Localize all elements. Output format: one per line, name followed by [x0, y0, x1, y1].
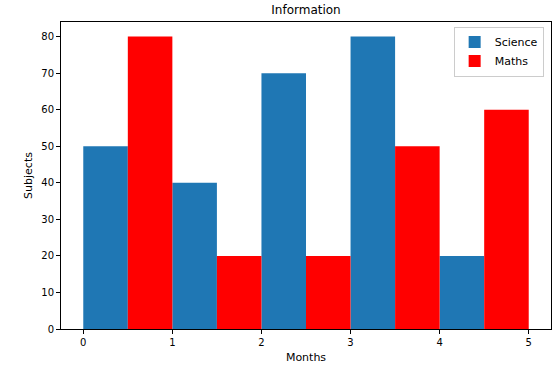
svg-text:70: 70 — [41, 68, 54, 79]
svg-text:0: 0 — [48, 324, 54, 335]
svg-text:30: 30 — [41, 214, 54, 225]
svg-text:Subjects: Subjects — [22, 152, 35, 199]
svg-text:Months: Months — [286, 351, 326, 364]
svg-text:5: 5 — [526, 337, 532, 348]
svg-text:4: 4 — [436, 337, 442, 348]
svg-text:3: 3 — [347, 337, 353, 348]
svg-text:50: 50 — [41, 141, 54, 152]
svg-text:Information: Information — [271, 3, 340, 17]
svg-text:10: 10 — [41, 287, 54, 298]
svg-text:2: 2 — [258, 337, 264, 348]
svg-text:40: 40 — [41, 177, 54, 188]
svg-text:Maths: Maths — [495, 55, 529, 68]
svg-text:80: 80 — [41, 31, 54, 42]
svg-text:60: 60 — [41, 104, 54, 115]
svg-text:1: 1 — [169, 337, 175, 348]
svg-text:0: 0 — [80, 337, 86, 348]
svg-text:Science: Science — [495, 36, 538, 49]
svg-text:20: 20 — [41, 250, 54, 261]
